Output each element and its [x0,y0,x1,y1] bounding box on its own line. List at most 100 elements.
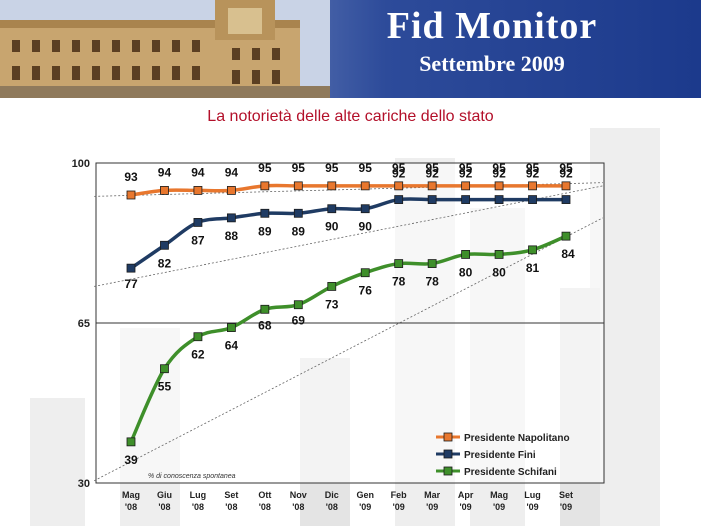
data-point-fini [427,195,437,204]
legend-marker-fini [443,449,453,459]
data-point-napolitano [126,190,136,200]
data-point-fini [561,195,571,204]
data-label-schifani: 78 [425,275,439,289]
x-tick-label-year: '09 [526,502,538,512]
x-tick-label: Feb [391,490,408,500]
data-label-napolitano: 95 [492,161,506,175]
data-point-fini [461,195,471,204]
data-label-napolitano: 95 [325,161,339,175]
x-tick-label: Giu [157,490,172,500]
data-label-napolitano: 94 [158,165,172,179]
data-point-napolitano [561,181,571,191]
x-tick-label: Set [224,490,238,500]
data-label-fini: 90 [359,220,373,234]
chart-title: La notorietà delle alte cariche dello st… [207,108,494,125]
data-point-schifani [360,268,370,278]
x-tick-label-year: '09 [493,502,505,512]
data-label-fini: 88 [225,229,239,243]
brand-title: Fid Monitor [386,5,598,47]
data-point-napolitano [360,181,370,191]
data-point-schifani [193,332,203,342]
data-label-fini: 82 [158,256,172,270]
data-label-napolitano: 95 [526,161,540,175]
data-label-napolitano: 95 [559,161,573,175]
data-point-napolitano [193,186,203,195]
x-tick-label: Mar [424,490,441,500]
data-point-napolitano [226,186,236,195]
data-label-schifani: 80 [492,265,506,279]
data-point-napolitano [260,181,270,191]
data-label-schifani: 39 [124,453,138,467]
x-tick-label: Lug [190,490,207,500]
data-label-napolitano: 94 [191,165,205,179]
data-label-napolitano: 95 [425,161,439,175]
data-label-schifani: 76 [359,284,373,298]
data-point-schifani [494,250,504,259]
data-label-fini: 92 [425,167,439,181]
data-point-napolitano [494,181,504,191]
x-tick-label: Gen [356,490,374,500]
x-tick-label: Apr [458,490,474,500]
data-point-fini [293,208,303,218]
data-point-fini [160,240,169,250]
x-tick-label-year: '09 [393,502,405,512]
data-point-schifani [528,245,537,255]
data-point-napolitano [394,181,404,191]
data-label-fini: 89 [292,224,306,238]
x-tick-label: Nov [290,490,307,500]
data-point-fini [226,213,236,223]
trendline-fini [94,185,603,287]
x-tick-label-year: '09 [560,502,572,512]
data-label-schifani: 84 [561,247,575,261]
data-point-fini [260,208,270,218]
x-tick-label-year: '09 [426,502,438,512]
data-label-napolitano: 95 [392,161,406,175]
data-point-fini [327,204,337,214]
data-label-schifani: 55 [158,380,172,394]
data-label-schifani: 64 [225,339,239,353]
data-point-fini [394,195,404,204]
data-point-fini [193,218,203,227]
data-point-schifani [126,437,136,447]
data-label-schifani: 81 [526,261,540,275]
data-point-fini [126,263,136,273]
data-point-fini [494,195,504,204]
data-label-fini: 89 [258,224,272,238]
data-label-fini: 77 [124,277,138,291]
data-label-schifani: 80 [459,265,473,279]
data-label-napolitano: 95 [359,161,373,175]
data-label-napolitano: 95 [292,161,306,175]
x-tick-label-year: '08 [326,502,338,512]
data-label-napolitano: 95 [258,161,272,175]
y-tick-label: 30 [78,478,90,490]
header-banner: Fid Monitor Settembre 2009 [0,0,701,98]
legend-label-napolitano: Presidente Napolitano [464,433,570,444]
brand-subtitle: Settembre 2009 [419,51,565,76]
x-tick-label-year: '09 [460,502,472,512]
data-label-schifani: 73 [325,297,339,311]
data-label-fini: 92 [392,167,406,181]
y-tick-label: 65 [78,318,90,330]
trendline-schifani [94,217,603,482]
data-label-schifani: 78 [392,275,406,289]
data-label-napolitano: 95 [459,161,473,175]
x-tick-label: Mag [490,490,508,500]
brand-block: Fid Monitor Settembre 2009 [372,4,612,78]
data-point-fini [528,195,537,204]
data-point-schifani [293,300,303,310]
legend-marker-napolitano [443,432,453,442]
x-tick-label-year: '08 [292,502,304,512]
data-point-schifani [394,259,404,268]
data-label-schifani: 69 [292,314,306,328]
chart-note: % di conoscenza spontanea [148,473,236,480]
x-tick-label-year: '08 [125,502,137,512]
legend-marker-schifani [443,466,453,476]
data-label-fini: 92 [492,167,506,181]
data-point-napolitano [461,181,471,191]
x-tick-label-year: '08 [259,502,271,512]
data-point-napolitano [160,186,169,195]
x-tick-label: Set [559,490,573,500]
data-point-schifani [226,323,236,332]
data-point-schifani [327,282,337,291]
